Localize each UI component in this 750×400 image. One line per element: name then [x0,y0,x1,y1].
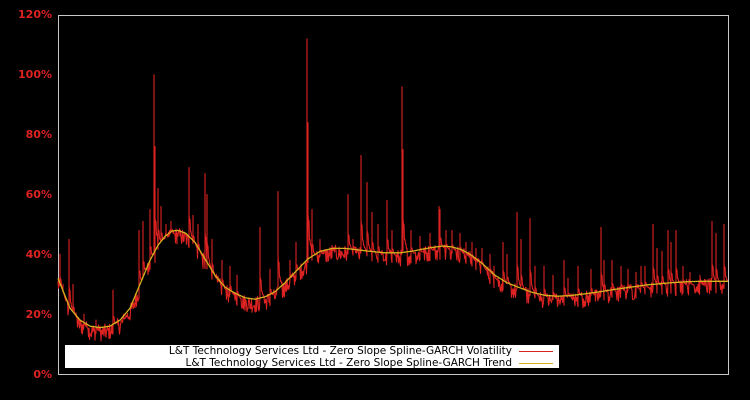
y-tick-label: 100% [18,68,52,81]
plot-area-frame [58,15,729,375]
legend-label: L&T Technology Services Ltd - Zero Slope… [185,357,512,369]
volatility-series-line [57,38,729,342]
y-tick-label: 80% [25,128,52,141]
legend-item-trend: L&T Technology Services Ltd - Zero Slope… [186,357,559,369]
chart-legend: L&T Technology Services Ltd - Zero Slope… [65,345,559,369]
y-tick-label: 20% [25,308,52,321]
y-tick-label: 40% [25,248,52,261]
legend-swatch-line [519,362,553,364]
y-tick-label: 0% [33,368,52,381]
legend-item-volatility: L&T Technology Services Ltd - Zero Slope… [169,345,559,357]
y-tick-label: 120% [18,8,52,21]
trend-series-line [57,229,728,329]
legend-label: L&T Technology Services Ltd - Zero Slope… [168,345,512,357]
legend-swatch-line [519,350,553,352]
y-tick-label: 60% [25,188,52,201]
